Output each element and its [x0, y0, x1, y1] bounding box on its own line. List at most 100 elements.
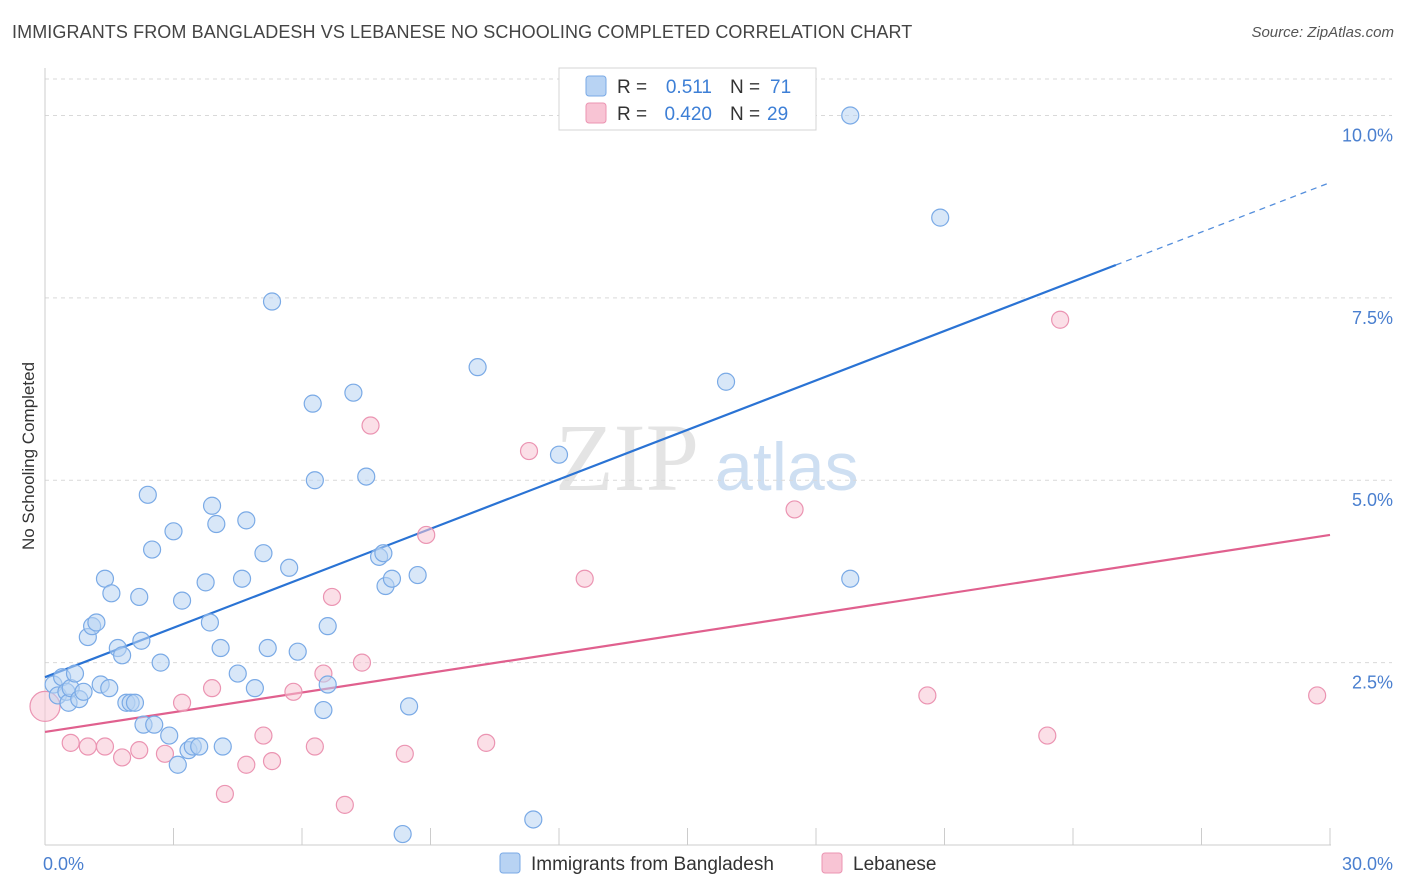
lebanese-point: [322, 587, 342, 607]
series-legend-label-bangladesh: Immigrants from Bangladesh: [531, 854, 774, 875]
bangladesh-point: [65, 664, 85, 683]
bangladesh-point: [245, 679, 264, 698]
bangladesh-point: [280, 558, 299, 577]
lebanese-point: [1038, 726, 1057, 745]
bangladesh-point: [468, 358, 487, 377]
bangladesh-point: [125, 693, 145, 712]
lebanese-point: [785, 500, 804, 519]
legend-r-value-2: 0.420: [664, 104, 712, 125]
bangladesh-point: [142, 540, 162, 559]
y-tick-label-1: 5.0%: [1352, 490, 1393, 510]
lebanese-point: [237, 755, 256, 774]
bangladesh-point: [318, 617, 337, 636]
bangladesh-point: [172, 591, 192, 610]
lebanese-point: [155, 744, 175, 763]
bangladesh-point: [841, 569, 860, 588]
bangladesh-points: [44, 106, 950, 844]
series-legend-swatch-lebanese: [821, 852, 843, 874]
bangladesh-point: [258, 638, 277, 658]
bangladesh-point: [399, 697, 419, 716]
y-tick-labels: 2.5% 5.0% 7.5% 10.0%: [1342, 125, 1393, 692]
bangladesh-trend-extension: [1115, 181, 1331, 266]
lebanese-point: [95, 737, 115, 756]
legend-swatch-blue: [585, 75, 607, 97]
bangladesh-point: [232, 569, 252, 588]
bangladesh-point: [305, 471, 324, 490]
series-legend-swatch-bangladesh: [499, 852, 521, 874]
legend-n-value-2: 29: [767, 104, 788, 125]
legend-n-value-1: 71: [770, 77, 791, 98]
trend-lines: [44, 181, 1331, 734]
bangladesh-point: [100, 679, 119, 698]
lebanese-point: [61, 733, 80, 752]
bangladesh-point: [303, 394, 322, 413]
lebanese-point: [305, 737, 324, 756]
bangladesh-point: [145, 715, 164, 734]
lebanese-point: [477, 733, 496, 752]
bangladesh-point: [716, 372, 736, 391]
bangladesh-point: [524, 810, 543, 829]
lebanese-point: [262, 752, 282, 771]
bangladesh-point: [393, 824, 412, 844]
series-legend: Immigrants from Bangladesh Lebanese: [499, 852, 936, 875]
bangladesh-point: [549, 445, 569, 464]
correlation-legend: R = 0.511 N = 71 R = 0.420 N = 29: [558, 67, 817, 131]
legend-swatch-pink: [585, 102, 607, 124]
bangladesh-point: [374, 544, 393, 563]
lebanese-point: [78, 737, 97, 756]
bangladesh-point: [160, 726, 179, 745]
bangladesh-point: [138, 485, 157, 504]
series-legend-label-lebanese: Lebanese: [853, 854, 936, 875]
bangladesh-point: [931, 208, 950, 227]
legend-r-label-2: R =: [617, 104, 647, 125]
bangladesh-point: [190, 737, 209, 756]
lebanese-point: [172, 693, 192, 712]
lebanese-trend-line: [44, 533, 1331, 734]
bangladesh-point: [841, 106, 860, 125]
lebanese-point: [361, 416, 380, 435]
lebanese-point: [130, 741, 149, 760]
bangladesh-point: [211, 638, 230, 658]
lebanese-point: [395, 744, 414, 763]
legend-n-label-1: N =: [730, 77, 760, 98]
bangladesh-point: [196, 573, 215, 592]
bangladesh-trend-line: [44, 264, 1117, 679]
lebanese-point: [112, 748, 132, 767]
bangladesh-point: [408, 565, 427, 585]
lebanese-point: [215, 784, 234, 804]
bangladesh-point: [228, 664, 247, 683]
bangladesh-point: [314, 700, 333, 720]
bangladesh-point: [318, 675, 337, 694]
legend-n-label-2: N =: [730, 104, 760, 125]
bangladesh-point: [200, 613, 220, 632]
legend-r-value-1: 0.511: [666, 77, 712, 98]
bangladesh-point: [207, 514, 226, 534]
y-axis-label: No Schooling Completed: [19, 362, 38, 550]
source-note: Source: ZipAtlas.com: [1251, 24, 1394, 41]
bangladesh-point: [254, 544, 273, 563]
bangladesh-point: [213, 737, 232, 756]
bangladesh-point: [237, 511, 256, 530]
lebanese-point: [335, 795, 354, 814]
bangladesh-point: [130, 587, 149, 607]
watermark: ZIP atlas: [555, 404, 859, 511]
bangladesh-point: [288, 642, 307, 661]
lebanese-point: [918, 686, 937, 705]
lebanese-point: [575, 569, 594, 588]
bangladesh-point: [151, 653, 170, 672]
y-tick-label-0: 2.5%: [1352, 673, 1393, 693]
x-tick-labels: 0.0% 30.0%: [43, 854, 1393, 874]
legend-r-label-1: R =: [617, 77, 647, 98]
lebanese-point: [284, 682, 303, 701]
lebanese-point: [417, 525, 436, 545]
lebanese-point: [519, 441, 539, 461]
lebanese-point: [1051, 310, 1070, 329]
lebanese-points: [29, 310, 1327, 814]
y-tick-label-2: 7.5%: [1352, 308, 1393, 328]
bangladesh-point: [202, 496, 222, 515]
chart-title: IMMIGRANTS FROM BANGLADESH VS LEBANESE N…: [12, 22, 913, 42]
x-tick-label-1: 30.0%: [1342, 854, 1393, 874]
lebanese-point: [1308, 686, 1327, 705]
bangladesh-point: [344, 383, 363, 402]
bangladesh-point: [74, 682, 93, 701]
